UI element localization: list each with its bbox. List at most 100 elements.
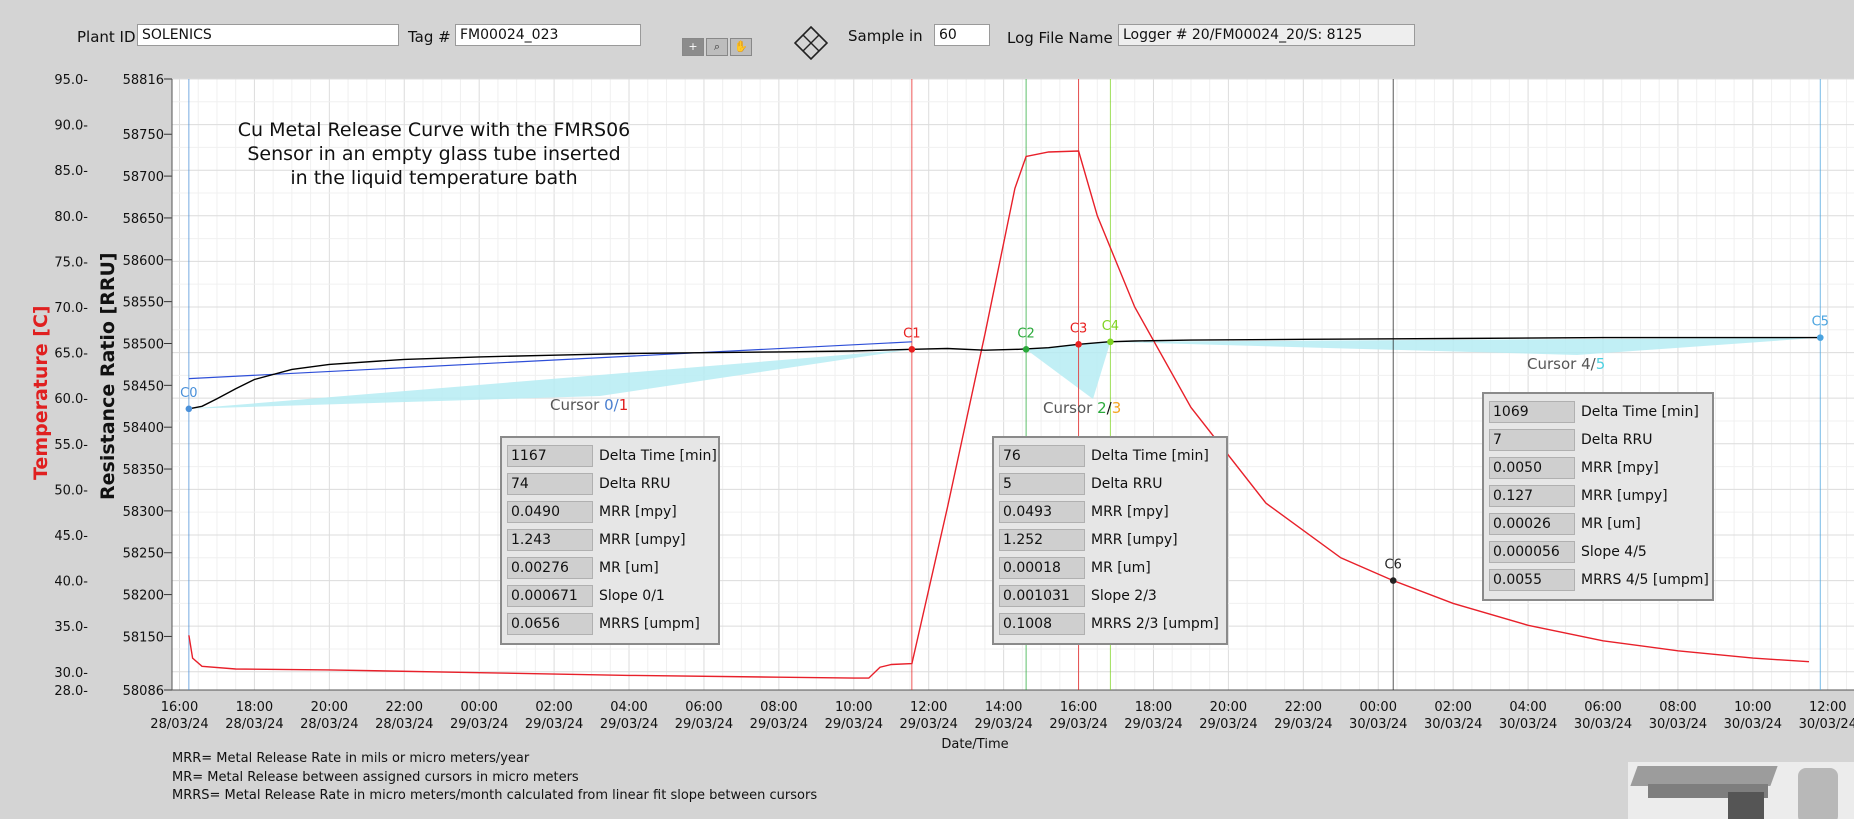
panel-value: 0.001031 [999,585,1085,607]
panel-title-part: / [1106,399,1112,417]
panel-title-part: 2 [1097,399,1107,417]
rru-tick-label: 58086 [123,684,164,699]
x-tick-date: 30/03/24 [1499,717,1557,732]
panel-label: MRRS 4/5 [umpm] [1581,572,1709,588]
panel-value: 1069 [1489,401,1575,423]
panel-value: 0.1008 [999,613,1085,635]
rru-tick-label: 58816 [123,73,164,88]
panel-value: 0.00026 [1489,513,1575,535]
log-file-field[interactable]: Logger # 20/FM00024_20/S: 8125 [1118,24,1415,46]
fit-line [188,341,912,380]
x-tick-time: 22:00 [386,700,423,715]
temperature-tick-label: 65.0- [54,347,88,362]
temperature-axis-title: Temperature [C] [30,305,52,480]
cursor-4-5-title: Cursor 4/5 [1527,355,1605,373]
panel-value: 76 [999,445,1085,467]
header-bar: Plant ID SOLENICS Tag # FM00024_023 + ⌕ … [0,0,1854,76]
panel-title-part: Cursor [550,396,605,414]
x-tick-time: 00:00 [1360,700,1397,715]
panel-label: Delta RRU [1091,476,1163,492]
x-tick-time: 06:00 [1584,700,1621,715]
x-tick-date: 29/03/24 [675,717,733,732]
panel-label: MRR [mpy] [1581,460,1659,476]
panel-row: 0.00026 MR [um] [1489,510,1707,538]
panel-title-part: Cursor [1527,355,1582,373]
x-tick-time: 12:00 [910,700,947,715]
rru-tick-label: 58750 [123,128,164,143]
cursor-label-c0: C0 [180,386,197,401]
panel-row: 0.0490 MRR [mpy] [507,498,713,526]
x-tick-time: 22:00 [1285,700,1322,715]
panel-label: MRR [umpy] [1091,532,1178,548]
temperature-tick-label: 40.0- [54,575,88,590]
panel-row: 74 Delta RRU [507,470,713,498]
panel-row: 7 Delta RRU [1489,426,1707,454]
zoom-tool-icon[interactable]: ⌕ [706,38,728,56]
x-tick-date: 30/03/24 [1574,717,1632,732]
x-tick-time: 02:00 [535,700,572,715]
x-tick-time: 00:00 [460,700,497,715]
x-tick-date: 29/03/24 [825,717,883,732]
panel-row: 0.0050 MRR [mpy] [1489,454,1707,482]
panel-row: 0.000671 Slope 0/1 [507,582,713,610]
panel-row: 0.127 MRR [umpy] [1489,482,1707,510]
rru-tick-label: 58250 [123,547,164,562]
tag-field[interactable]: FM00024_023 [455,24,641,46]
panel-label: Delta RRU [599,476,671,492]
temperature-tick-label: 80.0- [54,210,88,225]
sensor-photo [1628,762,1854,819]
x-tick-date: 29/03/24 [750,717,808,732]
x-tick-date: 30/03/24 [1724,717,1782,732]
x-tick-date: 29/03/24 [1274,717,1332,732]
temperature-tick-label: 30.0- [54,666,88,681]
panel-title-part: Cursor [1043,399,1098,417]
note-mrrs: MRRS= Metal Release Rate in micro meters… [172,788,818,803]
x-tick-date: 30/03/24 [1349,717,1407,732]
temperature-tick-label: 95.0- [54,73,88,88]
rru-tick-label: 58400 [123,421,164,436]
cursor-0-1-panel: 1167 Delta Time [min] 74 Delta RRU 0.0490 MRR… [500,436,720,645]
panel-value: 0.0490 [507,501,593,523]
panel-row: 1.243 MRR [umpy] [507,526,713,554]
cursor-point-c4 [1107,338,1114,346]
rru-line [188,336,1821,410]
panel-title-part: / [1590,355,1596,373]
note-mr: MR= Metal Release between assigned curso… [172,769,579,785]
rru-tick-label: 58150 [123,630,164,645]
cursor-move-icon[interactable] [794,26,828,60]
panel-row: 1167 Delta Time [min] [507,442,717,470]
panel-value: 1.243 [507,529,593,551]
panel-label: Slope 4/5 [1581,544,1647,560]
temperature-tick-label: 28.0- [54,684,88,699]
cursor-2-3-panel: 76 Delta Time [min] 5 Delta RRU 0.0493 MRR [m… [992,436,1228,645]
chart-title: Cu Metal Release Curve with the FMRS06 Se… [238,119,631,189]
x-tick-date: 30/03/24 [1424,717,1482,732]
sample-field[interactable]: 60 [934,24,990,46]
panel-row: 0.001031 Slope 2/3 [999,582,1221,610]
cursor-4-5-panel: 1069 Delta Time [min] 7 Delta RRU 0.0050 MRR … [1482,392,1714,601]
panel-label: MRR [mpy] [1091,504,1169,520]
panel-label: MR [um] [1581,516,1641,532]
panel-value: 0.0055 [1489,569,1575,591]
x-tick-time: 06:00 [685,700,722,715]
rru-tick-label: 58300 [123,505,164,520]
panel-title-part: 3 [1111,399,1122,417]
panel-label: Delta Time [min] [1581,404,1699,420]
cursor-point-c3 [1075,341,1082,348]
x-tick-date: 28/03/24 [225,717,283,732]
temperature-tick-label: 55.0- [54,438,88,453]
crosshair-tool-icon[interactable]: + [682,38,704,56]
plant-id-field[interactable]: SOLENICS [137,24,399,46]
rru-tick-label: 58650 [123,212,164,227]
x-tick-time: 04:00 [610,700,647,715]
x-tick-time: 16:00 [1060,700,1097,715]
pan-tool-icon[interactable]: ✋ [730,38,752,56]
cursor-label-c2: C2 [1017,326,1034,341]
temperature-tick-label: 70.0- [54,301,88,316]
cursor-pair-highlight-1 [188,349,912,409]
x-tick-time: 08:00 [1659,700,1696,715]
panel-row: 0.00018 MR [um] [999,554,1221,582]
panel-row: 0.0493 MRR [mpy] [999,498,1221,526]
panel-label: MRRS [umpm] [599,616,700,632]
rru-tick-label: 58600 [123,254,164,269]
